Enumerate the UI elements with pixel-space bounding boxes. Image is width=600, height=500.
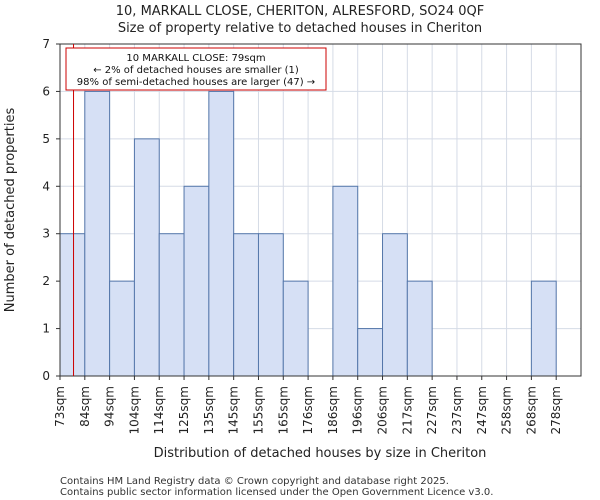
y-tick-label: 5 xyxy=(42,132,50,146)
bar-217sqm xyxy=(406,280,433,377)
chart-title: 10, MARKALL CLOSE, CHERITON, ALRESFORD, … xyxy=(116,4,484,19)
x-tick-label: 94sqm xyxy=(103,386,117,427)
x-tick-label: 114sqm xyxy=(152,386,166,434)
x-tick-label: 104sqm xyxy=(127,386,141,434)
bar-135sqm xyxy=(208,90,235,377)
y-tick-label: 6 xyxy=(42,84,50,98)
y-tick-label: 7 xyxy=(42,37,50,51)
y-tick-label: 4 xyxy=(42,179,50,193)
bars xyxy=(59,90,557,377)
bar-196sqm xyxy=(357,328,384,377)
x-tick-label: 73sqm xyxy=(53,386,67,427)
x-axis-ticks: 73sqm 84sqm 94sqm 104sqm 114sqm 125sqm 135sqm 1… xyxy=(53,376,563,434)
bar-155sqm xyxy=(257,233,284,377)
x-tick-label: 247sqm xyxy=(475,386,489,434)
y-tick-label: 2 xyxy=(42,274,50,288)
bar-145sqm xyxy=(233,233,259,377)
x-tick-label: 206sqm xyxy=(376,386,390,434)
x-tick-label: 84sqm xyxy=(78,386,92,427)
bar-94sqm xyxy=(109,280,135,377)
x-tick-label: 135sqm xyxy=(202,386,216,434)
annotation-line-1: 10 MARKALL CLOSE: 79sqm xyxy=(126,53,265,64)
bar-84sqm xyxy=(84,90,111,377)
x-axis-label: Distribution of detached houses by size … xyxy=(154,446,487,461)
plot-frame xyxy=(59,43,582,377)
x-tick-label: 176sqm xyxy=(301,386,315,434)
x-tick-label: 165sqm xyxy=(276,386,290,434)
x-tick-label: 237sqm xyxy=(450,386,464,434)
annotation-line-3: 98% of semi-detached houses are larger (… xyxy=(77,77,315,88)
y-tick-label: 1 xyxy=(42,322,50,336)
footer-line-1: Contains HM Land Registry data © Crown c… xyxy=(60,476,449,487)
y-tick-label: 3 xyxy=(42,227,50,241)
chart-subtitle: Size of property relative to detached ho… xyxy=(118,21,482,36)
x-tick-label: 125sqm xyxy=(177,386,191,434)
bar-206sqm xyxy=(382,233,408,377)
bar-73sqm xyxy=(59,233,86,377)
x-tick-label: 186sqm xyxy=(326,386,340,434)
bar-114sqm xyxy=(158,233,185,377)
annotation-line-2: ← 2% of detached houses are smaller (1) xyxy=(93,65,299,76)
x-tick-label: 278sqm xyxy=(549,386,563,434)
y-axis-label: Number of detached properties xyxy=(3,108,18,313)
bar-165sqm xyxy=(282,280,309,377)
x-tick-label: 155sqm xyxy=(251,386,265,434)
bar-186sqm xyxy=(332,185,359,377)
y-tick-label: 0 xyxy=(42,369,50,383)
x-tick-label: 258sqm xyxy=(500,386,514,434)
x-tick-label: 227sqm xyxy=(425,386,439,434)
x-tick-label: 145sqm xyxy=(227,386,241,434)
x-tick-label: 217sqm xyxy=(400,386,414,434)
annotation-box: 10 MARKALL CLOSE: 79sqm ← 2% of detached… xyxy=(65,47,327,91)
bar-125sqm xyxy=(183,185,210,377)
x-tick-label: 196sqm xyxy=(351,386,365,434)
x-tick-label: 268sqm xyxy=(524,386,538,434)
bar-268sqm xyxy=(530,280,557,377)
bar-104sqm xyxy=(133,138,160,377)
y-axis-ticks: 0 1 2 3 4 5 6 7 xyxy=(42,37,60,383)
footer-line-2: Contains public sector information licen… xyxy=(60,487,493,498)
